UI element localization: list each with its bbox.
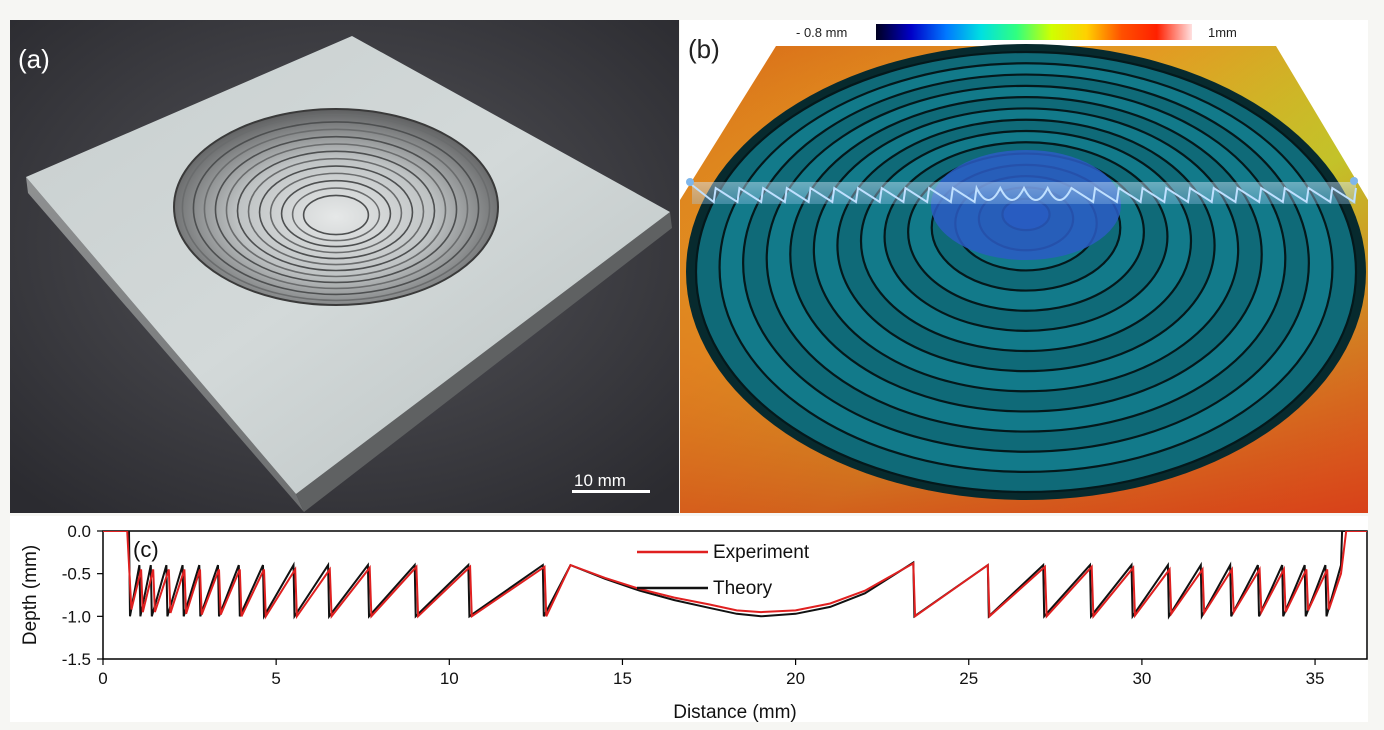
fresnel-ring bbox=[203, 128, 469, 290]
panel-c-chart: 0.0 -0.5 -1.0 -1.5 0 5 10 15 20 25 30 35 Experimen… bbox=[10, 516, 1368, 723]
legend: Experiment Theory bbox=[637, 542, 810, 599]
x-tick-label: 10 bbox=[440, 669, 459, 688]
x-tick-label: 15 bbox=[613, 669, 632, 688]
x-tick-label: 35 bbox=[1306, 669, 1325, 688]
legend-theory-label: Theory bbox=[713, 578, 773, 599]
x-tick-label: 0 bbox=[98, 669, 107, 688]
y-tick-label: -1.5 bbox=[62, 650, 91, 669]
fresnel-ring bbox=[236, 150, 436, 272]
x-tick-label: 20 bbox=[786, 669, 805, 688]
dish-rim bbox=[173, 108, 499, 306]
series-experiment-line bbox=[103, 531, 1367, 620]
scale-bar bbox=[572, 490, 650, 493]
profile-marker-left bbox=[686, 178, 694, 186]
x-tick-label: 25 bbox=[959, 669, 978, 688]
profile-marker-right bbox=[1350, 177, 1358, 185]
panel-b-heightmap: - 0.8 mm 1mm (b) bbox=[680, 20, 1368, 513]
plate-front-side bbox=[296, 212, 672, 512]
heightmap-rings bbox=[694, 50, 1358, 494]
y-tick-label: 0.0 bbox=[67, 522, 91, 541]
plate-left-side bbox=[26, 177, 304, 512]
fresnel-ring bbox=[280, 179, 392, 248]
scale-bar-label: 10 mm bbox=[574, 471, 626, 490]
central-lens-zone-highlight bbox=[931, 150, 1121, 260]
fresnel-ring bbox=[225, 143, 447, 278]
fresnel-ring bbox=[291, 187, 381, 242]
fresnel-ring bbox=[181, 113, 491, 302]
x-tick-label: 30 bbox=[1132, 669, 1151, 688]
panel-b-label: (b) bbox=[688, 34, 720, 64]
fresnel-rings bbox=[181, 113, 491, 302]
fresnel-ring bbox=[247, 157, 425, 266]
chart-background bbox=[10, 516, 1368, 722]
x-axis: 0 5 10 15 20 25 30 35 bbox=[98, 659, 1325, 688]
fresnel-ring bbox=[192, 121, 480, 296]
x-tick-label: 5 bbox=[271, 669, 280, 688]
plot-frame bbox=[102, 530, 1368, 660]
y-tick-label: -0.5 bbox=[62, 565, 91, 584]
panel-a-photo: 10 mm (a) bbox=[10, 20, 679, 513]
panel-c-label: (c) bbox=[133, 537, 159, 562]
panel-a-label: (a) bbox=[18, 44, 50, 74]
legend-experiment-label: Experiment bbox=[713, 542, 810, 563]
y-axis-label: Depth (mm) bbox=[20, 545, 41, 645]
fresnel-lens-dish bbox=[174, 109, 498, 305]
profile-line bbox=[691, 184, 1357, 204]
x-axis-label: Distance (mm) bbox=[673, 702, 797, 723]
y-axis: 0.0 -0.5 -1.0 -1.5 bbox=[62, 522, 103, 669]
colorbar bbox=[876, 24, 1192, 40]
fresnel-ring bbox=[269, 172, 403, 254]
fresnel-ring bbox=[258, 165, 414, 260]
fresnel-ring bbox=[302, 194, 370, 236]
y-tick-label: -1.0 bbox=[62, 607, 91, 626]
colorbar-min-label: - 0.8 mm bbox=[796, 25, 847, 40]
colorbar-max-label: 1mm bbox=[1208, 25, 1237, 40]
fresnel-ring bbox=[214, 135, 458, 284]
